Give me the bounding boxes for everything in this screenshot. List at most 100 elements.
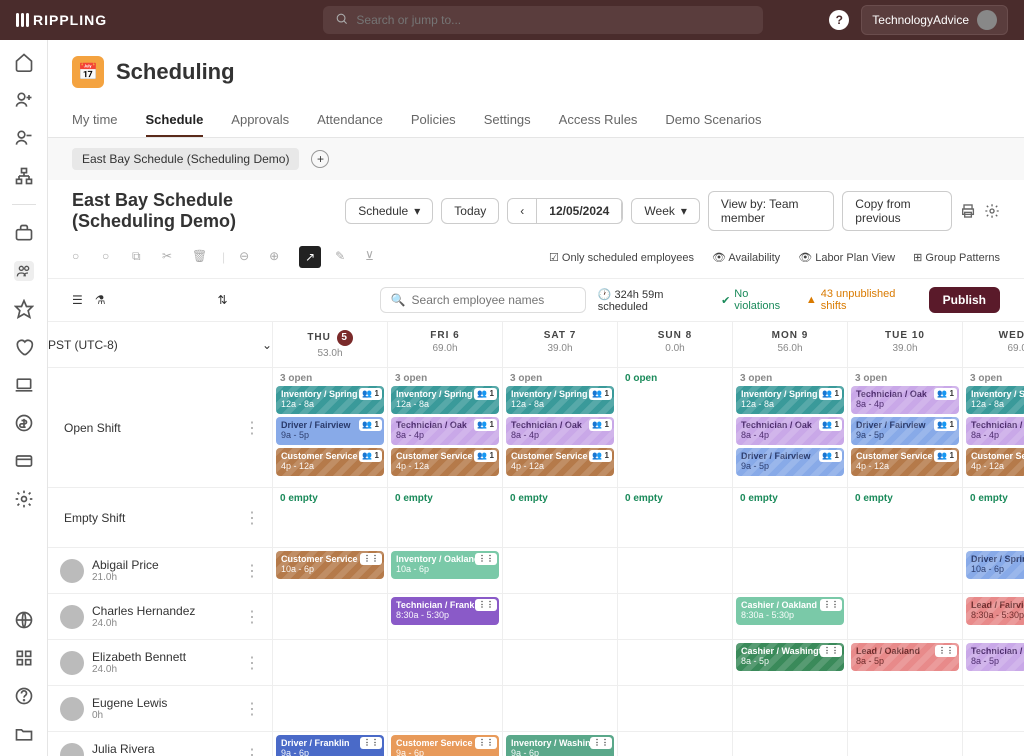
publish-button[interactable]: Publish — [929, 287, 1000, 313]
day-header-sun[interactable]: SUN 80.0h — [618, 322, 733, 368]
shift-block[interactable]: 👥 1Customer Service4p - 12a — [276, 448, 384, 476]
person-add-icon[interactable] — [14, 90, 34, 110]
view-option-only-scheduled-employees[interactable]: ☑ Only scheduled employees — [549, 251, 694, 264]
shift-block[interactable]: ⋮⋮Technician / Franklin8:30a - 5:30p — [391, 597, 499, 625]
cut-icon[interactable]: ✂ — [162, 249, 178, 265]
row-menu-icon[interactable]: ⋮ — [244, 508, 260, 528]
shift-block[interactable]: 👥 1Technician / Oak8a - 4p — [966, 417, 1024, 445]
shift-block[interactable]: ⋮⋮Lead / Oakland8a - 5p — [851, 643, 959, 671]
print-icon[interactable] — [960, 201, 976, 221]
viewby-dropdown[interactable]: View by: Team member — [708, 191, 834, 231]
schedule-cell[interactable]: ⋮⋮Technician / Franklin8:30a - 5:30p — [388, 594, 503, 640]
circle-icon-2[interactable]: ○ — [102, 249, 118, 265]
schedule-cell[interactable] — [733, 732, 848, 756]
schedule-cell[interactable] — [273, 594, 388, 640]
org-switcher[interactable]: TechnologyAdvice — [861, 5, 1008, 35]
question-icon[interactable] — [14, 686, 34, 706]
schedule-cell[interactable]: ⋮⋮Cashier / Oakland8:30a - 5:30p — [733, 594, 848, 640]
row-menu-icon[interactable]: ⋮ — [244, 418, 260, 438]
schedule-cell[interactable]: ⋮⋮Driver / Franklin9a - 6p — [273, 732, 388, 756]
schedule-cell[interactable]: ⋮⋮Customer Service /10a - 6p — [273, 548, 388, 594]
schedule-cell[interactable]: ⋮⋮Lead / Oakland8a - 5p — [848, 640, 963, 686]
trash-icon[interactable]: 🗑 — [192, 249, 208, 265]
people-icon[interactable] — [14, 261, 34, 281]
shift-block[interactable]: 👥 1Customer Service4p - 12a — [506, 448, 614, 476]
schedule-cell[interactable] — [618, 548, 733, 594]
schedule-cell[interactable] — [963, 686, 1024, 732]
range-dropdown[interactable]: Week ▾ — [631, 198, 700, 224]
stamp-icon[interactable]: ⊻ — [365, 249, 381, 265]
tab-approvals[interactable]: Approvals — [231, 104, 289, 137]
schedule-cell[interactable] — [273, 640, 388, 686]
schedule-cell[interactable]: ⋮⋮Technician / Fairview8a - 5p — [963, 640, 1024, 686]
chevron-down-icon[interactable]: ⌄ — [262, 338, 272, 352]
schedule-cell[interactable] — [848, 594, 963, 640]
schedule-cell[interactable] — [388, 686, 503, 732]
employee-search[interactable]: 🔍 — [380, 287, 586, 313]
shift-block[interactable]: 👥 1Inventory / Spring12a - 8a — [966, 386, 1024, 414]
schedule-cell[interactable] — [273, 686, 388, 732]
shift-block[interactable]: 👥 1Driver / Fairview9a - 5p — [736, 448, 844, 476]
shift-block[interactable]: ⋮⋮Customer Service /9a - 6p — [391, 735, 499, 756]
gear-icon[interactable] — [14, 489, 34, 509]
row-menu-icon[interactable]: ⋮ — [244, 561, 260, 581]
star-icon[interactable] — [14, 299, 34, 319]
heart-icon[interactable] — [14, 337, 34, 357]
schedule-cell[interactable] — [848, 732, 963, 756]
shift-block[interactable]: ⋮⋮Cashier / Oakland8:30a - 5:30p — [736, 597, 844, 625]
shift-block[interactable]: 👥 1Driver / Fairview9a - 5p — [276, 417, 384, 445]
view-option-labor-plan-view[interactable]: 👁 Labor Plan View — [798, 251, 895, 264]
shift-block[interactable]: 👥 1Inventory / Spring12a - 8a — [391, 386, 499, 414]
shift-block[interactable]: 👥 1Customer Service4p - 12a — [391, 448, 499, 476]
schedule-cell[interactable]: 3 open👥 1Inventory / Spring12a - 8a👥 1Te… — [963, 368, 1024, 488]
employee-search-input[interactable] — [412, 293, 575, 307]
schedule-cell[interactable] — [618, 732, 733, 756]
timezone-cell[interactable]: PST (UTC-8)⌄ — [48, 322, 273, 368]
shift-block[interactable]: ⋮⋮Cashier / Washingto8a - 5p — [736, 643, 844, 671]
next-button[interactable]: › — [622, 199, 623, 223]
filter-icon[interactable]: ⚗ — [95, 293, 106, 307]
date-display[interactable]: 12/05/2024 — [537, 199, 622, 223]
schedule-cell[interactable]: 0 empty — [503, 488, 618, 548]
schedule-cell[interactable]: ⋮⋮Driver / Springfield10a - 6p — [963, 548, 1024, 594]
circle-icon[interactable]: ○ — [72, 249, 88, 265]
dollar-icon[interactable] — [14, 413, 34, 433]
schedule-cell[interactable]: ⋮⋮Customer Service /9a - 6p — [388, 732, 503, 756]
shift-block[interactable]: 👥 1Inventory / Spring12a - 8a — [506, 386, 614, 414]
tab-access-rules[interactable]: Access Rules — [559, 104, 638, 137]
shift-block[interactable]: ⋮⋮Inventory / Washingt9a - 6p — [506, 735, 614, 756]
tab-attendance[interactable]: Attendance — [317, 104, 383, 137]
copy-icon[interactable]: ⧉ — [132, 249, 148, 265]
view-option-availability[interactable]: 👁 Availability — [712, 251, 780, 264]
day-header-tue[interactable]: TUE 1039.0h — [848, 322, 963, 368]
schedule-cell[interactable]: 0 empty — [848, 488, 963, 548]
list-icon[interactable]: ☰ — [72, 293, 83, 307]
schedule-cell[interactable] — [733, 686, 848, 732]
copy-previous-button[interactable]: Copy from previous — [842, 191, 952, 231]
tab-my-time[interactable]: My time — [72, 104, 118, 137]
globe-icon[interactable] — [14, 610, 34, 630]
card-icon[interactable] — [14, 451, 34, 471]
schedule-cell[interactable] — [848, 686, 963, 732]
schedule-cell[interactable] — [503, 594, 618, 640]
schedule-cell[interactable]: 0 empty — [733, 488, 848, 548]
tab-settings[interactable]: Settings — [484, 104, 531, 137]
sort-icon[interactable]: ⇅ — [218, 293, 228, 307]
schedule-cell[interactable] — [388, 640, 503, 686]
shift-block[interactable]: ⋮⋮Inventory / Oakland10a - 6p — [391, 551, 499, 579]
shift-block[interactable]: ⋮⋮Driver / Franklin9a - 6p — [276, 735, 384, 756]
help-icon[interactable]: ? — [829, 10, 849, 30]
schedule-cell[interactable]: ⋮⋮Cashier / Washingto8a - 5p — [733, 640, 848, 686]
zoom-out-icon[interactable]: ⊖ — [239, 249, 255, 265]
row-menu-icon[interactable]: ⋮ — [244, 607, 260, 627]
schedule-cell[interactable]: 0 empty — [273, 488, 388, 548]
day-header-wed[interactable]: WED 1169.0h — [963, 322, 1024, 368]
schedule-cell[interactable] — [503, 548, 618, 594]
row-menu-icon[interactable]: ⋮ — [244, 745, 260, 756]
zoom-in-icon[interactable]: ⊕ — [269, 249, 285, 265]
grid-icon[interactable] — [14, 648, 34, 668]
shift-block[interactable]: 👥 1Technician / Oak8a - 4p — [506, 417, 614, 445]
schedule-cell[interactable]: 0 empty — [963, 488, 1024, 548]
shift-block[interactable]: 👥 1Customer Service4p - 12a — [851, 448, 959, 476]
shift-block[interactable]: 👥 1Technician / Oak8a - 4p — [736, 417, 844, 445]
